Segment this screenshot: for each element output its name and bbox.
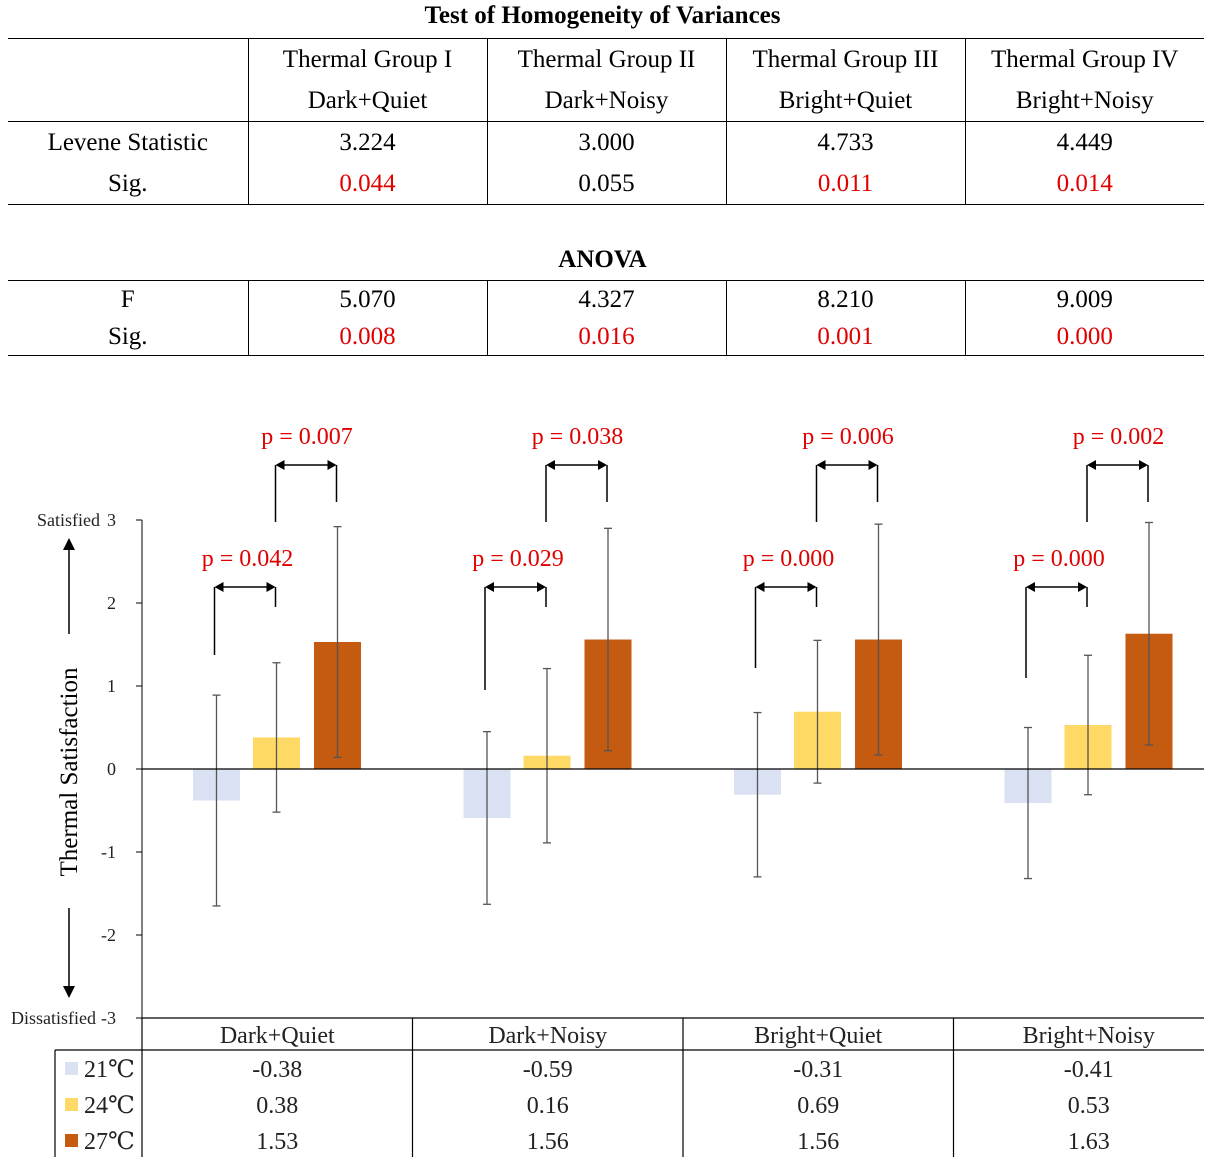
sig-cell: 0.055 [487, 163, 727, 205]
dissatisfied-label: Dissatisfied [11, 1008, 96, 1028]
bracket-arrow-head [1087, 460, 1096, 470]
row-label: F [8, 280, 249, 319]
p-value-lower: p = 0.000 [743, 546, 835, 572]
group-sub-cell: Bright+Noisy [965, 80, 1204, 122]
group-sub-cell: Bright+Quiet [726, 80, 966, 122]
data-label: 0.53 [1068, 1093, 1110, 1119]
sig-cell: 0.016 [487, 319, 727, 356]
anova-title: ANOVA [558, 246, 647, 273]
sig-cell: 0.014 [965, 163, 1204, 205]
y-tick-label: -3 [101, 1008, 116, 1028]
group-name-cell: Thermal Group II [487, 38, 727, 80]
down-arrow-head [63, 986, 75, 998]
sig-cell: 0.044 [248, 163, 488, 205]
bracket-arrow-head [266, 582, 276, 592]
data-label: -0.38 [252, 1057, 302, 1083]
up-arrow-head [63, 538, 75, 550]
legend-swatch [65, 1062, 78, 1075]
sig-cell: 0.001 [726, 319, 966, 356]
data-label: 1.56 [797, 1129, 839, 1155]
bracket-arrow-head [1139, 460, 1148, 470]
y-tick-label: -1 [101, 842, 116, 862]
data-label: 0.16 [527, 1093, 569, 1119]
table-cell: 4.327 [487, 280, 727, 319]
anova-table: F 5.070 4.327 8.210 9.009 Sig. 0.008 0.0… [8, 280, 1204, 356]
data-label: 1.63 [1068, 1129, 1110, 1155]
satisfied-label: Satisfied [37, 510, 100, 530]
y-tick-label: 0 [107, 759, 116, 779]
data-label: -0.41 [1064, 1057, 1114, 1083]
y-tick-label: 2 [107, 593, 116, 613]
y-tick-label: 3 [107, 510, 116, 530]
group-sub-cell: Dark+Noisy [487, 80, 727, 122]
bracket-arrow-head [485, 582, 494, 592]
legend-label: 27℃ [84, 1129, 135, 1155]
group-name-cell: Thermal Group III [726, 38, 966, 80]
bracket-arrow-head [755, 582, 765, 592]
anova-sig-row: Sig. 0.008 0.016 0.001 0.000 [8, 319, 1204, 356]
row-label: Levene Statistic [8, 121, 249, 163]
table-cell: 8.210 [726, 280, 966, 319]
legend-label: 24℃ [84, 1093, 135, 1119]
data-label: 1.53 [256, 1129, 298, 1155]
p-value-upper: p = 0.002 [1073, 424, 1165, 450]
table-cell: 4.733 [726, 121, 966, 163]
category-label: Bright+Noisy [1023, 1023, 1155, 1049]
row-label: Sig. [8, 319, 249, 356]
data-label: 0.69 [797, 1093, 839, 1119]
y-tick-label: -2 [101, 925, 116, 945]
p-value-lower: p = 0.042 [202, 546, 294, 572]
bracket-arrow-head [807, 582, 817, 592]
bracket-arrow-head [275, 460, 285, 470]
table-cell: 3.224 [248, 121, 488, 163]
y-axis-title: Thermal Satisfaction [56, 667, 83, 876]
bracket-arrow-head [1026, 582, 1035, 592]
legend-label: 21℃ [84, 1057, 135, 1083]
homogeneity-sig-row: Sig. 0.044 0.055 0.011 0.014 [8, 163, 1204, 205]
bracket-arrow-head [816, 460, 826, 470]
p-value-lower: p = 0.029 [472, 546, 564, 572]
homogeneity-table: Thermal Group I Thermal Group II Thermal… [8, 38, 1204, 205]
p-value-upper: p = 0.007 [261, 424, 353, 450]
anova-f-row: F 5.070 4.327 8.210 9.009 [8, 280, 1204, 319]
bracket-arrow-head [546, 460, 555, 470]
table-cell: 4.449 [1056, 129, 1113, 156]
table-cell: 5.070 [248, 280, 488, 319]
sig-cell: 0.000 [965, 319, 1204, 356]
y-tick-label: 1 [107, 676, 116, 696]
sig-cell: 0.008 [248, 319, 488, 356]
data-label: -0.31 [793, 1057, 843, 1083]
group-name-cell: Thermal Group I [248, 38, 488, 80]
p-value-upper: p = 0.038 [532, 424, 624, 450]
category-label: Dark+Noisy [488, 1023, 607, 1049]
data-label: 1.56 [527, 1129, 569, 1155]
category-label: Bright+Quiet [754, 1023, 883, 1049]
table-cell: 9.009 [965, 280, 1204, 319]
group-name-cell: Thermal Group IV [965, 38, 1204, 80]
group-name-row: Thermal Group I Thermal Group II Thermal… [8, 38, 1204, 80]
bracket-arrow-head [868, 460, 878, 470]
homogeneity-title: Test of Homogeneity of Variances [424, 2, 781, 29]
p-value-lower: p = 0.000 [1013, 546, 1105, 572]
legend-swatch [65, 1098, 78, 1111]
row-label: Sig. [8, 163, 249, 205]
bracket-arrow-head [214, 582, 224, 592]
p-value-upper: p = 0.006 [802, 424, 894, 450]
legend-swatch [65, 1134, 78, 1147]
sig-cell: 0.011 [726, 163, 966, 205]
bracket-arrow-head [327, 460, 337, 470]
levene-row: Levene Statistic 3.224 3.000 4.733 4.449 [8, 121, 1204, 163]
group-sub-cell: Dark+Quiet [248, 80, 488, 122]
data-label: -0.59 [523, 1057, 573, 1083]
data-label: 0.38 [256, 1093, 298, 1119]
bracket-arrow-head [1078, 582, 1087, 592]
category-label: Dark+Quiet [220, 1023, 335, 1049]
bracket-arrow-head [598, 460, 607, 470]
bracket-arrow-head [537, 582, 546, 592]
table-cell: 3.000 [487, 121, 727, 163]
group-sub-row: Dark+Quiet Dark+Noisy Bright+Quiet Brigh… [8, 80, 1204, 122]
